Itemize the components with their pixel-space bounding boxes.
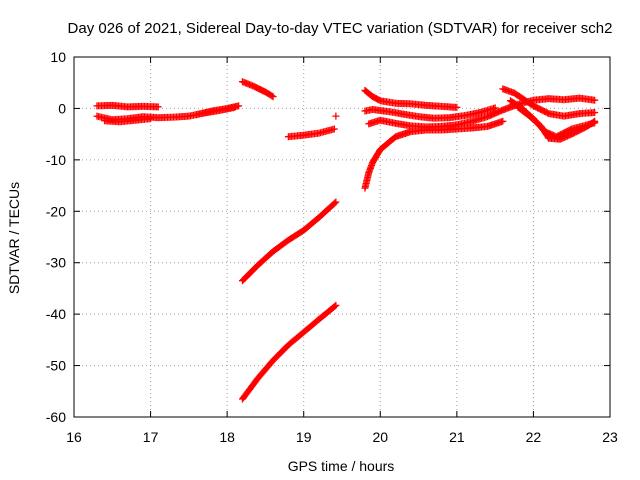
x-tick-label: 18 (219, 429, 235, 445)
data-point (589, 118, 597, 126)
plot-frame (73, 56, 611, 418)
x-axis: 16 17 18 19 20 21 22 23 (66, 57, 618, 445)
series-9 (361, 86, 461, 111)
data-point (491, 104, 499, 112)
y-tick-label: -50 (46, 358, 66, 374)
y-tick-label: -40 (46, 306, 66, 322)
series-12 (361, 117, 507, 192)
data-points (93, 78, 599, 403)
data-point (331, 302, 339, 310)
data-point (591, 109, 599, 117)
x-tick-label: 22 (526, 429, 542, 445)
series-4 (238, 78, 277, 101)
x-tick-label: 21 (449, 429, 465, 445)
data-point (331, 199, 339, 207)
series-10 (361, 104, 499, 122)
series-8 (238, 301, 340, 403)
series-5 (284, 125, 338, 141)
data-point (453, 103, 461, 111)
data-point (591, 96, 599, 104)
x-tick-label: 17 (143, 429, 159, 445)
data-point (332, 112, 340, 120)
x-tick-label: 19 (296, 429, 312, 445)
series-13 (499, 85, 599, 120)
series-15 (514, 103, 599, 143)
y-tick-label: -60 (46, 409, 66, 425)
x-tick-label: 20 (372, 429, 388, 445)
y-tick-label: 10 (50, 49, 66, 65)
y-tick-label: -30 (46, 255, 66, 271)
series-3 (193, 102, 243, 119)
series-0 (93, 101, 162, 111)
data-point (332, 198, 340, 206)
data-point (591, 117, 599, 125)
grid (74, 57, 610, 417)
y-tick-label: -20 (46, 203, 66, 219)
data-point (330, 125, 338, 133)
data-point (147, 115, 155, 123)
y-tick-label: 0 (58, 100, 66, 116)
data-point (269, 93, 277, 101)
series-2 (101, 115, 155, 126)
x-axis-label: GPS time / hours (288, 458, 395, 474)
data-point (332, 301, 340, 309)
x-tick-label: 16 (66, 429, 82, 445)
y-axis-label: SDTVAR / TECUs (6, 182, 22, 294)
y-axis: 10 0 -10 -20 -30 -40 -50 -60 (46, 49, 610, 425)
series-7 (238, 198, 340, 285)
data-point (499, 117, 507, 125)
data-point (235, 102, 243, 110)
data-point (154, 103, 162, 111)
x-tick-label: 23 (602, 429, 618, 445)
y-tick-label: -10 (46, 152, 66, 168)
chart-title: Day 026 of 2021, Sidereal Day-to-day VTE… (68, 20, 613, 37)
series-6 (332, 112, 340, 120)
data-point (268, 92, 276, 100)
